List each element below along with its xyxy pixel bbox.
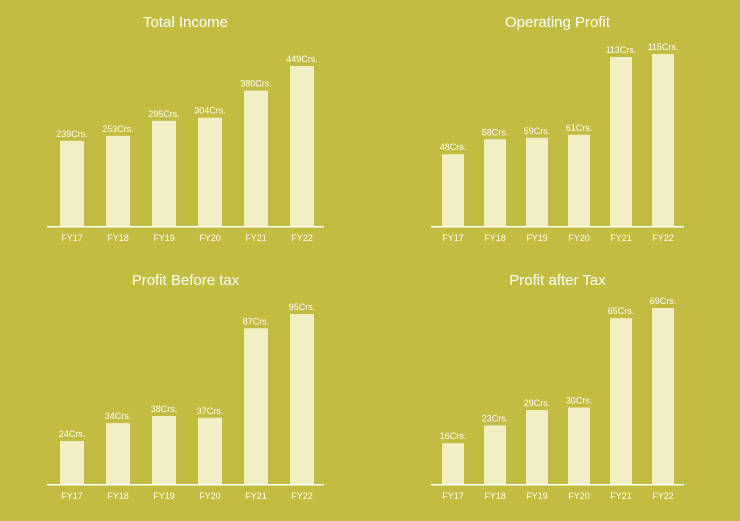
bar — [198, 117, 222, 226]
bar — [484, 425, 506, 484]
chart-plot: 24Crs. FY17 34Crs. FY18 38Crs. FY19 37Crs. FY20… — [47, 302, 324, 501]
data-label: 23Crs. — [482, 413, 509, 423]
chart-title: Operating Profit — [504, 14, 611, 31]
bar — [568, 407, 590, 484]
data-label: 30Crs. — [566, 395, 593, 405]
x-tick-label: FY20 — [199, 491, 221, 501]
bar — [60, 140, 84, 226]
x-tick-label: FY20 — [568, 233, 590, 243]
bar — [610, 318, 632, 484]
bar — [106, 423, 130, 484]
x-tick-label: FY18 — [484, 233, 506, 243]
x-tick-label: FY19 — [153, 233, 175, 243]
bar — [290, 314, 314, 484]
x-tick-label: FY19 — [526, 491, 548, 501]
data-label: 16Crs. — [440, 431, 467, 441]
data-label: 304Crs. — [194, 106, 226, 116]
bar — [526, 137, 548, 226]
bar — [526, 410, 548, 484]
bar — [442, 443, 464, 484]
data-label: 449Crs. — [286, 54, 318, 64]
x-tick-label: FY17 — [442, 491, 464, 501]
bar — [610, 56, 632, 226]
data-label: 95Crs. — [289, 302, 316, 312]
x-tick-label: FY20 — [199, 233, 221, 243]
bar — [652, 54, 674, 226]
bar — [198, 417, 222, 484]
chart-operating-profit: Operating Profit 48Crs. FY17 58Crs. FY18 59C… — [431, 14, 684, 249]
x-tick-label: FY18 — [107, 491, 129, 501]
x-tick-label: FY17 — [442, 233, 464, 243]
data-label: 295Crs. — [148, 109, 180, 119]
data-label: 61Crs. — [566, 123, 593, 133]
bar — [106, 135, 130, 226]
data-label: 48Crs. — [440, 142, 467, 152]
data-label: 65Crs. — [608, 306, 635, 316]
data-label: 239Crs. — [56, 129, 88, 139]
bar — [244, 90, 268, 226]
x-tick-label: FY22 — [291, 233, 313, 243]
bar — [244, 328, 268, 484]
bar — [152, 120, 176, 226]
x-tick-label: FY21 — [610, 233, 632, 243]
x-tick-label: FY22 — [652, 491, 674, 501]
x-tick-label: FY20 — [568, 491, 590, 501]
data-label: 115Crs. — [648, 42, 679, 52]
data-label: 37Crs. — [197, 406, 224, 416]
x-tick-label: FY18 — [484, 491, 506, 501]
bar — [152, 416, 176, 484]
bar — [290, 66, 314, 226]
data-label: 38Crs. — [151, 404, 178, 414]
bar — [568, 134, 590, 226]
x-tick-label: FY17 — [61, 233, 83, 243]
data-label: 59Crs. — [524, 126, 551, 136]
x-tick-label: FY18 — [107, 233, 129, 243]
chart-plot: 16Crs. FY17 23Crs. FY18 29Crs. FY19 30Crs. FY20… — [431, 296, 684, 501]
chart-plot: 48Crs. FY17 58Crs. FY18 59Crs. FY19 61Crs. FY20… — [431, 42, 684, 243]
bar — [442, 154, 464, 226]
data-label: 34Crs. — [105, 411, 132, 421]
bar — [484, 139, 506, 226]
x-tick-label: FY22 — [291, 491, 313, 501]
x-tick-label: FY21 — [245, 491, 267, 501]
data-label: 24Crs. — [59, 429, 86, 439]
data-label: 380Crs. — [240, 79, 272, 89]
chart-title: Profit Before tax — [131, 272, 240, 289]
data-label: 87Crs. — [243, 316, 270, 326]
chart-title: Profit after Tax — [509, 272, 606, 289]
bar — [60, 441, 84, 484]
chart-title: Total Income — [142, 14, 229, 31]
x-tick-label: FY21 — [610, 491, 632, 501]
chart-plot: 239Crs. FY17 253Crs. FY18 295Crs. FY19 304Crs.… — [47, 54, 324, 243]
x-tick-label: FY22 — [652, 233, 674, 243]
bar — [652, 308, 674, 484]
data-label: 29Crs. — [524, 398, 551, 408]
data-label: 69Crs. — [650, 296, 677, 306]
data-label: 253Crs. — [102, 124, 134, 134]
x-tick-label: FY19 — [153, 491, 175, 501]
chart-profit-after-tax: Profit after Tax 16Crs. FY17 23Crs. FY18 29C… — [431, 272, 684, 507]
data-label: 113Crs. — [606, 45, 637, 55]
x-tick-label: FY19 — [526, 233, 548, 243]
chart-total-income: Total Income 239Crs. FY17 253Crs. FY18 295Cr… — [47, 14, 324, 249]
chart-profit-before-tax: Profit Before tax 24Crs. FY17 34Crs. FY18 38… — [47, 272, 324, 507]
x-tick-label: FY21 — [245, 233, 267, 243]
x-tick-label: FY17 — [61, 491, 83, 501]
data-label: 58Crs. — [482, 127, 509, 137]
